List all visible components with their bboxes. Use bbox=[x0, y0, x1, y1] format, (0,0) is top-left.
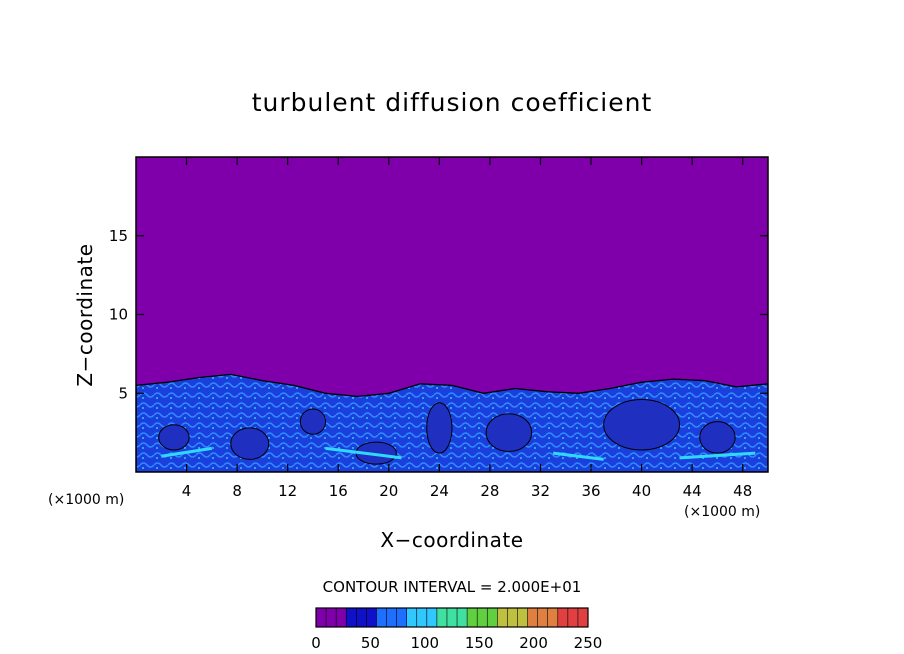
eddy-contour bbox=[699, 421, 736, 454]
x-unit-right: (×1000 m) bbox=[684, 504, 760, 520]
x-tick-label: 24 bbox=[430, 482, 449, 500]
colorbar-segment bbox=[457, 608, 468, 627]
colorbar-tick-label: 150 bbox=[465, 634, 494, 652]
eddy-contour bbox=[485, 413, 533, 453]
colorbar-segment bbox=[487, 608, 498, 627]
y-axis-ticks: 5 10 15 bbox=[109, 227, 768, 402]
colorbar-tick-label: 200 bbox=[519, 634, 548, 652]
colorbar-segment bbox=[376, 608, 388, 627]
x-unit-left: (×1000 m) bbox=[48, 492, 124, 508]
y-tick-label: 10 bbox=[109, 306, 128, 324]
y-tick-label: 5 bbox=[118, 384, 128, 402]
colorbar-segment bbox=[497, 608, 508, 627]
colorbar-segment bbox=[557, 608, 569, 627]
eddy-contour bbox=[230, 427, 270, 460]
chart-title: turbulent diffusion coefficient bbox=[252, 88, 653, 117]
x-tick-label: 32 bbox=[531, 482, 550, 500]
colorbar-segment bbox=[316, 608, 327, 627]
colorbar-segment bbox=[537, 608, 549, 627]
turbulent-layer bbox=[136, 373, 768, 472]
x-tick-label: 12 bbox=[278, 482, 297, 500]
eddy-contour bbox=[426, 402, 453, 454]
colorbar-segment bbox=[517, 608, 529, 627]
high-value-streak bbox=[325, 446, 402, 460]
colorbar-segment bbox=[396, 608, 408, 627]
y-axis-label: Z−coordinate bbox=[73, 243, 97, 386]
eddy-contour bbox=[158, 424, 190, 451]
x-tick-label: 16 bbox=[329, 482, 348, 500]
colorbar-segment bbox=[507, 608, 518, 627]
colorbar bbox=[315, 607, 589, 628]
colorbar-segment bbox=[366, 608, 377, 627]
x-tick-label: 8 bbox=[232, 482, 242, 500]
colorbar-segment bbox=[527, 608, 539, 627]
colorbar-segment bbox=[336, 608, 347, 627]
colorbar-segment bbox=[426, 608, 438, 627]
contour-interval: CONTOUR INTERVAL = 2.000E+01 bbox=[323, 578, 582, 596]
x-tick-label: 40 bbox=[632, 482, 651, 500]
high-value-streak bbox=[161, 446, 213, 458]
colorbar-segment bbox=[577, 608, 589, 627]
eddy-contour bbox=[603, 399, 681, 451]
colorbar-segment bbox=[326, 608, 337, 627]
colorbar-tick-label: 100 bbox=[410, 634, 439, 652]
colorbar-frame bbox=[315, 607, 589, 628]
colorbar-segment bbox=[386, 608, 398, 627]
x-tick-label: 36 bbox=[581, 482, 600, 500]
plot-area bbox=[136, 157, 768, 472]
colorbar-tick-label: 50 bbox=[361, 634, 380, 652]
colorbar-tick-label: 250 bbox=[574, 634, 603, 652]
colorbar-segment bbox=[436, 608, 448, 627]
x-axis-ticks: 4 8 12 16 20 24 28 32 36 40 44 48 bbox=[182, 157, 752, 500]
x-tick-label: 20 bbox=[379, 482, 398, 500]
colorbar-segment bbox=[416, 608, 428, 627]
colorbar-segment bbox=[467, 608, 478, 627]
colorbar-segment bbox=[547, 608, 559, 627]
colorbar-segment bbox=[356, 608, 367, 627]
x-tick-label: 4 bbox=[182, 482, 192, 500]
colorbar-segment bbox=[446, 608, 458, 627]
x-tick-label: 28 bbox=[480, 482, 499, 500]
y-tick-label: 15 bbox=[109, 227, 128, 245]
colorbar-tick-label: 0 bbox=[311, 634, 321, 652]
high-value-streak bbox=[552, 451, 604, 461]
x-tick-label: 44 bbox=[683, 482, 702, 500]
eddy-contour bbox=[299, 408, 327, 435]
high-value-streak bbox=[679, 451, 756, 460]
colorbar-segment bbox=[406, 608, 418, 627]
x-tick-label: 48 bbox=[733, 482, 752, 500]
x-axis-label: X−coordinate bbox=[380, 528, 523, 552]
colorbar-segment bbox=[346, 608, 357, 627]
colorbar-segment bbox=[567, 608, 579, 627]
colorbar-ticks: 0 50 100 150 200 250 bbox=[311, 634, 602, 652]
colorbar-segment bbox=[477, 608, 488, 627]
